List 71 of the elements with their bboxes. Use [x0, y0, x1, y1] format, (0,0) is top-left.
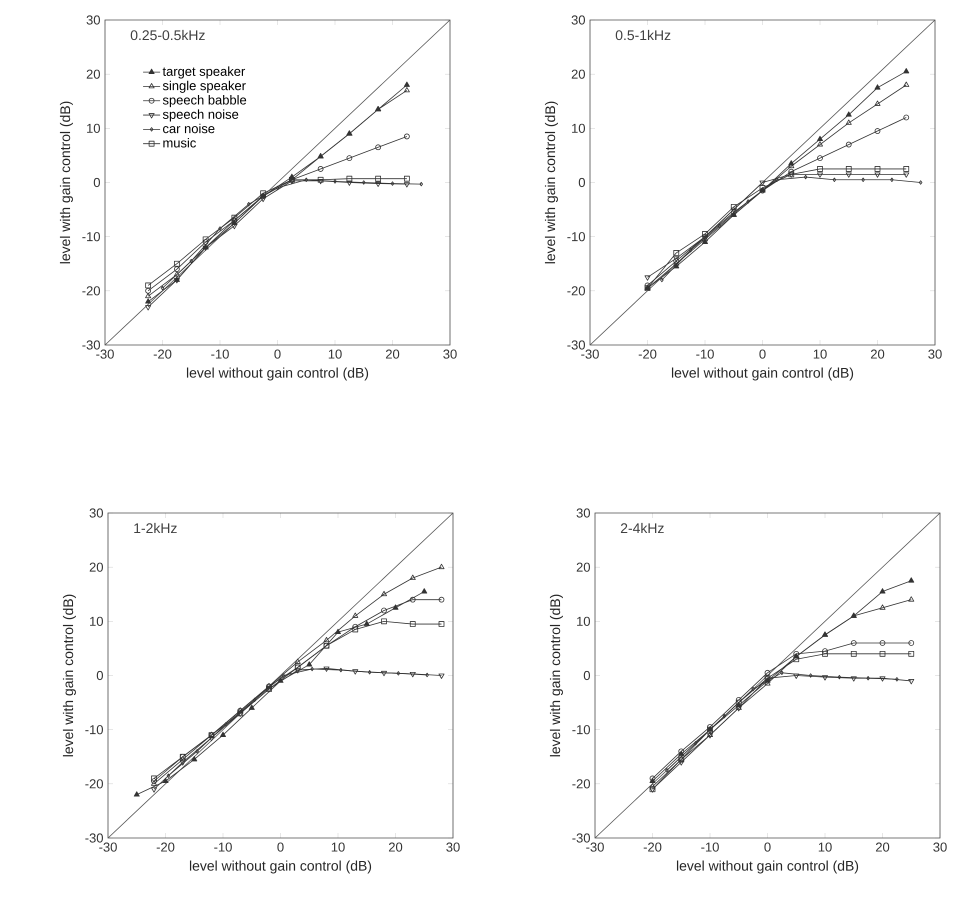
x-tick-label: -10	[701, 842, 719, 852]
y-tick-label: -30	[567, 340, 585, 350]
y-tick-label: 20	[576, 562, 590, 572]
x-tick-label: 20	[388, 842, 402, 852]
x-tick-label: 10	[328, 350, 342, 359]
y-tick-label: 10	[90, 616, 103, 626]
y-tick-label: 10	[572, 124, 585, 133]
y-tick-label: 20	[572, 70, 585, 79]
y-tick-label: -30	[572, 833, 590, 843]
y-tick-label: -20	[82, 286, 100, 296]
text: 0.5-1kHz	[616, 30, 670, 40]
x-tick-label: -10	[696, 350, 714, 359]
legend-label: single speaker	[162, 80, 246, 93]
x-tick-label: 30	[443, 350, 457, 359]
text: 0.25-0.5kHz	[130, 30, 205, 40]
y-tick-label: 0	[584, 670, 590, 680]
x-tick-label: -10	[214, 842, 232, 852]
y-tick-label: 30	[86, 15, 100, 25]
x-tick-label: 10	[818, 842, 832, 852]
x-tick-label: 10	[332, 842, 345, 852]
x-axis-title: level without gain control (dB)	[672, 368, 854, 381]
y-tick-label: 20	[90, 562, 103, 572]
legend-label: speech noise	[162, 109, 238, 122]
y-tick-label: -10	[572, 725, 590, 734]
x-axis-title: level without gain control (dB)	[186, 368, 368, 381]
x-tick-label: 0	[274, 350, 281, 359]
y-tick-label: -10	[82, 232, 100, 242]
y-tick-label: -20	[85, 779, 103, 788]
x-tick-label: -20	[156, 842, 174, 852]
y-tick-label: 0	[94, 178, 100, 188]
x-tick-label: -20	[638, 350, 656, 359]
x-tick-label: 0	[759, 350, 766, 359]
y-axis-title: level with gain control (dB)	[60, 102, 73, 264]
x-tick-label: 30	[933, 842, 947, 852]
x-tick-label: 10	[814, 350, 827, 359]
y-axis-title: level with gain control (dB)	[550, 594, 563, 756]
x-tick-label: -20	[154, 350, 172, 359]
text: 1-2kHz	[134, 522, 177, 534]
y-tick-label: -20	[567, 286, 585, 296]
x-tick-label: 30	[446, 842, 460, 852]
x-axis-title: level without gain control (dB)	[676, 860, 858, 874]
x-tick-label: 20	[876, 842, 890, 852]
y-tick-label: -10	[85, 725, 103, 734]
y-tick-label: 0	[96, 670, 103, 680]
y-tick-label: -20	[572, 779, 590, 788]
y-tick-label: -30	[85, 833, 103, 843]
y-axis-title: level with gain control (dB)	[62, 594, 76, 756]
x-axis-title: level without gain control (dB)	[190, 860, 372, 874]
x-tick-label: 20	[870, 350, 884, 359]
y-tick-label: 10	[87, 124, 100, 133]
y-tick-label: 10	[577, 616, 590, 626]
x-tick-label: -30	[586, 842, 604, 852]
y-tick-label: -10	[567, 232, 585, 242]
x-tick-label: -10	[211, 350, 229, 359]
x-tick-label: 20	[386, 350, 400, 359]
y-tick-label: 30	[90, 508, 103, 518]
legend-label: target speaker	[162, 66, 246, 79]
y-tick-label: 20	[86, 70, 100, 79]
y-tick-label: 30	[572, 15, 585, 25]
x-tick-label: 0	[277, 842, 284, 852]
y-tick-label: 30	[576, 508, 590, 518]
text: 2-4kHz	[620, 522, 664, 534]
x-tick-label: -20	[644, 842, 662, 852]
legend-label: speech babble	[162, 95, 246, 108]
y-tick-label: -30	[82, 340, 100, 350]
legend-label: car noise	[163, 124, 214, 134]
x-tick-label: 0	[764, 842, 771, 852]
y-axis-title: level with gain control (dB)	[544, 102, 558, 264]
y-tick-label: 0	[578, 178, 585, 188]
legend-label: music	[163, 138, 196, 148]
x-tick-label: 30	[928, 350, 942, 359]
